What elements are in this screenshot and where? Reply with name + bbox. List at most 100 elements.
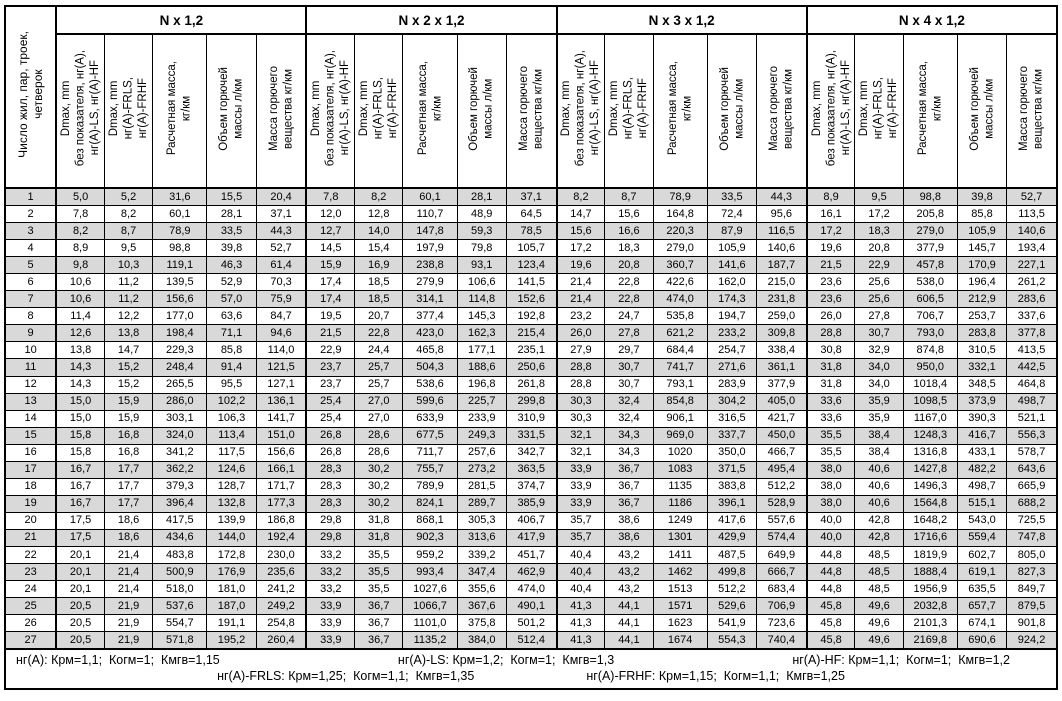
- data-cell: 197,9: [402, 239, 458, 258]
- column-header: Расчетная масса, кг/км: [402, 33, 458, 189]
- data-cell: 249,2: [255, 597, 307, 616]
- column-header: Объем горючей массы л/км: [956, 33, 1008, 189]
- data-cell: 35,5: [354, 580, 404, 599]
- data-cell: 1248,3: [902, 426, 958, 445]
- table-row: 6 10,6 11,2 139,5 52,9 70,3 17,4 18,5 279,9 106,6…: [4, 273, 1058, 292]
- column-header: Dmax, mm без показателя, нг(А), нг(А)-LS…: [305, 33, 356, 189]
- data-cell: 879,5: [1006, 597, 1058, 616]
- data-cell: 279,9: [402, 273, 458, 292]
- data-cell: 16,1: [805, 205, 856, 224]
- data-cell: 2101,3: [902, 614, 958, 633]
- data-cell: 191,1: [206, 614, 257, 633]
- data-cell: 27,0: [354, 409, 404, 428]
- data-cell: 37,1: [505, 187, 558, 207]
- data-cell: 40,0: [805, 511, 856, 530]
- data-cell: 499,8: [706, 563, 757, 582]
- data-cell: 26,0: [805, 307, 856, 326]
- data-cell: 141,5: [505, 273, 558, 292]
- data-cell: 253,7: [956, 307, 1008, 326]
- data-cell: 375,8: [456, 614, 507, 633]
- data-cell: 181,0: [206, 580, 257, 599]
- column-header-text: Dmax, mm нг(А)-FRLS, нг(А)-FRHF: [358, 77, 399, 140]
- data-cell: 12,0: [305, 205, 356, 224]
- data-cell: 1301: [652, 528, 708, 547]
- data-cell: 8,7: [604, 187, 654, 207]
- data-cell: 105,7: [505, 239, 558, 258]
- data-cell: 124,6: [206, 460, 257, 479]
- data-cell: 348,5: [956, 375, 1008, 394]
- data-cell: 1098,5: [902, 392, 958, 411]
- column-header: Расчетная масса, кг/км: [152, 33, 208, 189]
- table-row: 9 12,6 13,8 198,4 71,1 94,6 21,5 22,8 423,0 162,3…: [4, 324, 1058, 343]
- data-cell: 10,3: [103, 256, 154, 275]
- data-cell: 8,2: [103, 205, 154, 224]
- data-cell: 417,6: [706, 511, 757, 530]
- data-cell: 127,1: [255, 375, 307, 394]
- data-cell: 283,6: [1006, 290, 1058, 309]
- data-cell: 26,0: [555, 324, 606, 343]
- table-row: 3 8,2 8,7 78,9 33,5 44,3 12,7 14,0 147,8 59,3 78,5…: [4, 222, 1058, 241]
- data-cell: 17,2: [805, 222, 856, 241]
- data-cell: 235,1: [505, 341, 558, 360]
- data-cell: 684,4: [652, 341, 708, 360]
- data-cell: 254,8: [255, 614, 307, 633]
- data-cell: 156,6: [152, 290, 208, 309]
- data-cell: 367,6: [456, 597, 507, 616]
- data-cell: 91,4: [206, 358, 257, 377]
- data-cell: 36,7: [354, 597, 404, 616]
- data-cell: 500,9: [152, 563, 208, 582]
- group-header: N x 1,2: [55, 5, 307, 35]
- data-cell: 303,1: [152, 409, 208, 428]
- data-cell: 7,8: [55, 205, 105, 224]
- row-number-cell: 27: [4, 631, 57, 650]
- data-cell: 151,0: [255, 426, 307, 445]
- data-cell: 34,3: [604, 426, 654, 445]
- data-cell: 15,8: [55, 443, 105, 462]
- data-cell: 33,6: [805, 392, 856, 411]
- data-cell: 559,4: [956, 528, 1008, 547]
- data-cell: 557,6: [755, 511, 808, 530]
- column-header: Dmax, mm нг(А)-FRLS, нг(А)-FRHF: [604, 33, 654, 189]
- data-cell: 31,8: [805, 358, 856, 377]
- row-number-cell: 6: [4, 273, 57, 292]
- data-cell: 38,4: [854, 443, 904, 462]
- data-cell: 429,9: [706, 528, 757, 547]
- data-cell: 537,6: [152, 597, 208, 616]
- data-cell: 196,4: [956, 273, 1008, 292]
- data-cell: 17,7: [103, 460, 154, 479]
- data-cell: 128,7: [206, 477, 257, 496]
- table-row: 23 20,1 21,4 500,9 176,9 235,6 33,2 35,5 993,4 34…: [4, 563, 1058, 582]
- data-cell: 969,0: [652, 426, 708, 445]
- data-cell: 299,8: [505, 392, 558, 411]
- data-cell: 98,8: [902, 187, 958, 207]
- data-cell: 33,2: [305, 580, 356, 599]
- data-cell: 12,7: [305, 222, 356, 241]
- data-cell: 20,1: [55, 563, 105, 582]
- row-number-cell: 10: [4, 341, 57, 360]
- data-cell: 39,8: [206, 239, 257, 258]
- column-header: Dmax, mm нг(А)-FRLS, нг(А)-FRHF: [103, 33, 154, 189]
- data-cell: 422,6: [652, 273, 708, 292]
- data-cell: 8,9: [805, 187, 856, 207]
- data-cell: 45,8: [805, 631, 856, 650]
- data-cell: 40,4: [555, 563, 606, 582]
- data-cell: 14,7: [555, 205, 606, 224]
- data-cell: 18,6: [103, 528, 154, 547]
- data-cell: 578,7: [1006, 443, 1058, 462]
- data-cell: 271,6: [706, 358, 757, 377]
- data-cell: 741,7: [652, 358, 708, 377]
- data-cell: 711,7: [402, 443, 458, 462]
- data-cell: 2032,8: [902, 597, 958, 616]
- data-cell: 249,3: [456, 426, 507, 445]
- data-cell: 483,8: [152, 545, 208, 565]
- table-row: 17 16,7 17,7 362,2 124,6 166,1 28,3 30,2 755,7 27…: [4, 460, 1058, 479]
- column-header: Объем горючей массы л/км: [456, 33, 507, 189]
- data-cell: 192,4: [255, 528, 307, 547]
- data-cell: 465,8: [402, 341, 458, 360]
- data-cell: 571,8: [152, 631, 208, 650]
- data-cell: 41,3: [555, 597, 606, 616]
- data-cell: 23,6: [805, 290, 856, 309]
- data-cell: 725,5: [1006, 511, 1058, 530]
- data-cell: 261,8: [505, 375, 558, 394]
